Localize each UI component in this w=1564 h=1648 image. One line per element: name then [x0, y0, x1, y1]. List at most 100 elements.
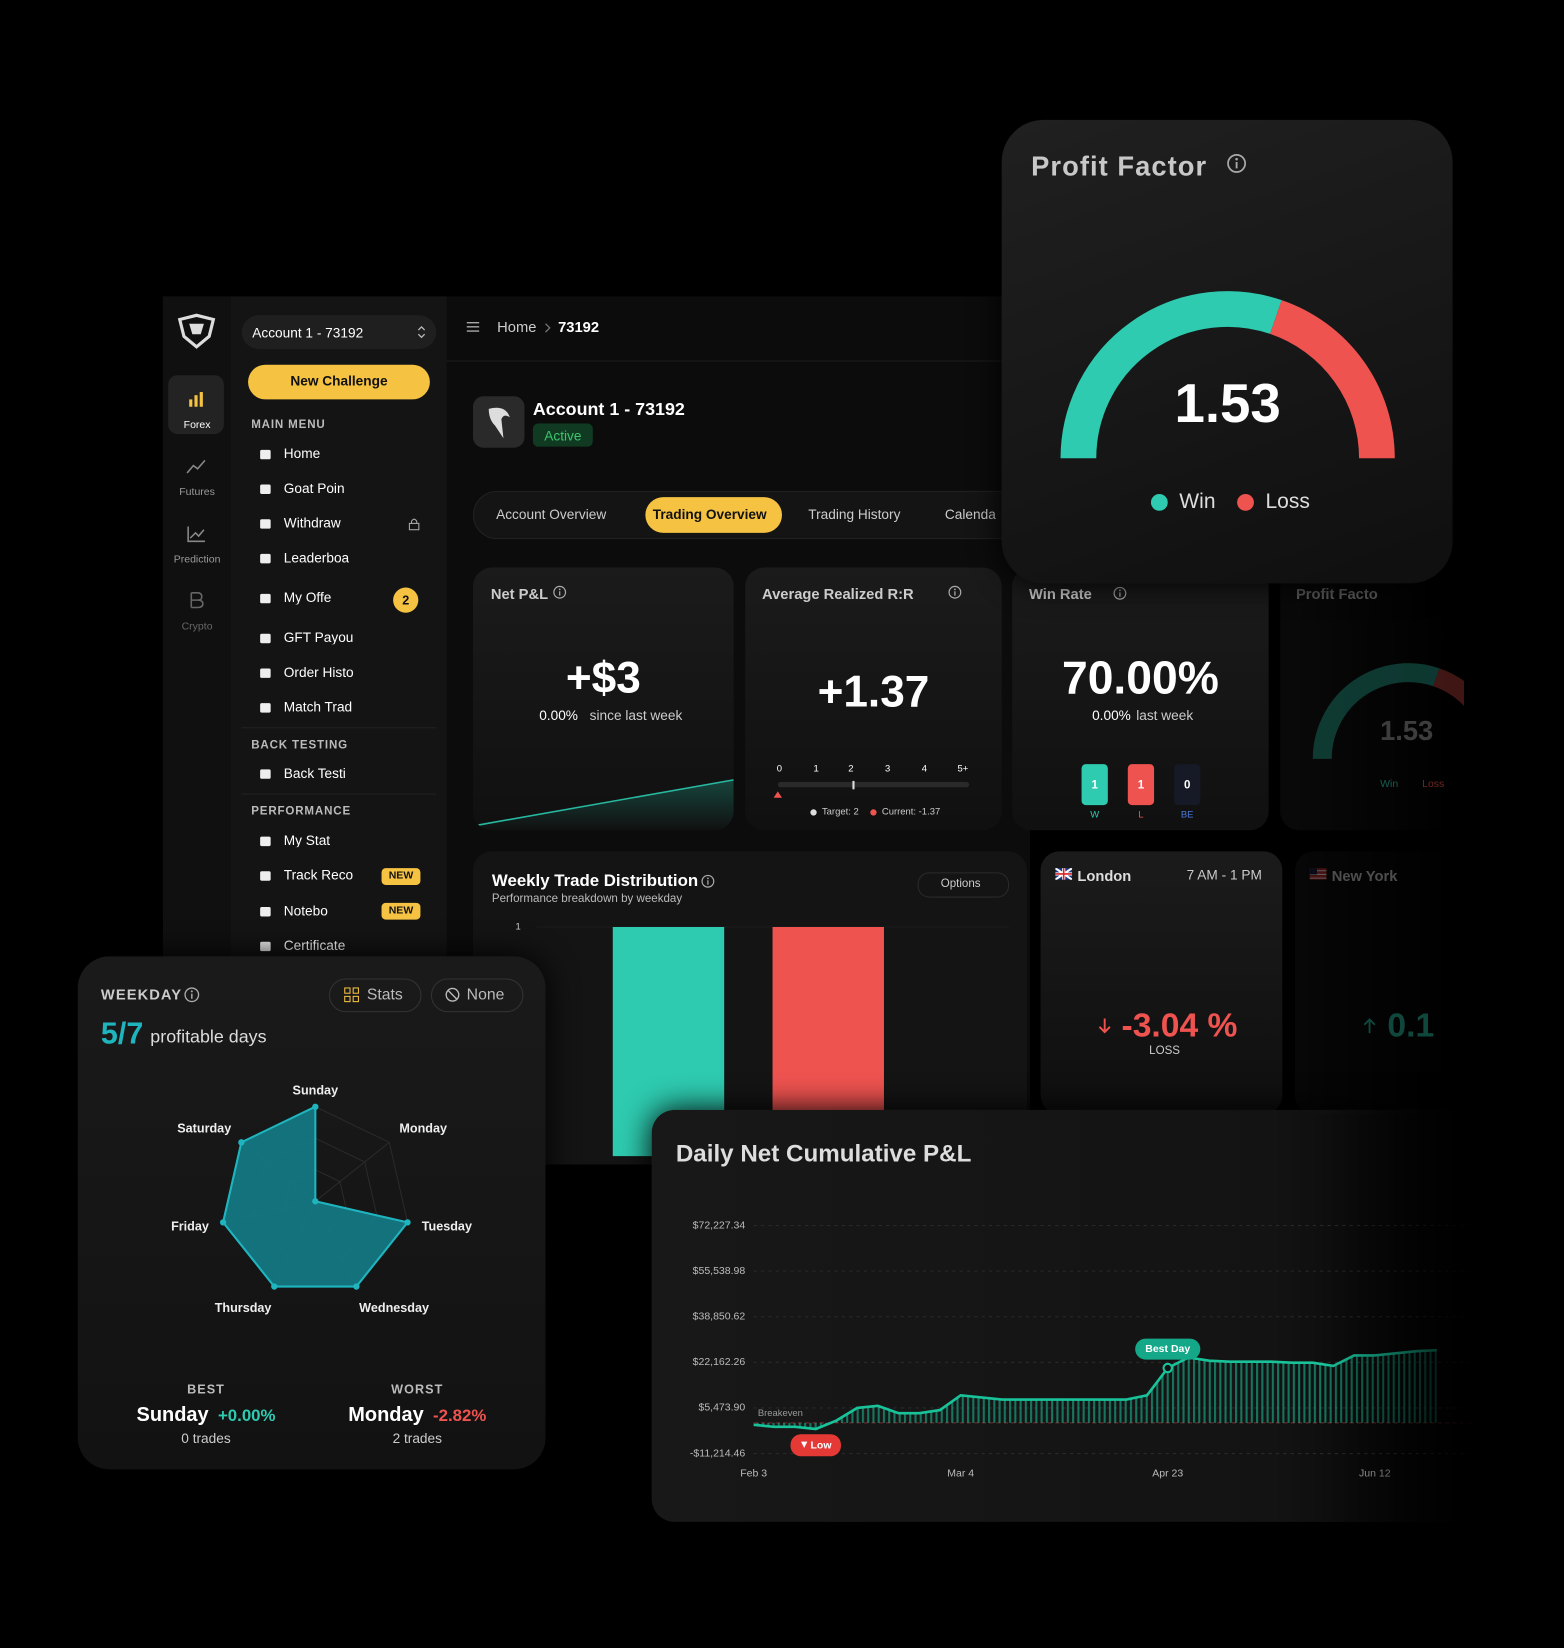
menu-item[interactable]: Notebo: [283, 903, 328, 918]
radar-label: Monday: [399, 1122, 447, 1136]
rr-target: [852, 780, 855, 790]
change: 0.00%: [1092, 707, 1131, 724]
pnl-chart: $72,227.34 $55,538.98 $38,850.62 $22,162.26…: [690, 1219, 1483, 1479]
legend-label: Loss: [1266, 490, 1310, 513]
menu-item[interactable]: Certificate: [283, 938, 346, 953]
menu-item[interactable]: My Stat: [283, 833, 331, 848]
tab[interactable]: Account Overview: [496, 506, 607, 523]
rail-label[interactable]: Crypto: [181, 621, 213, 633]
badge: [381, 902, 421, 920]
breakeven-label: Breakeven: [758, 1408, 803, 1419]
net-pnl-card: Net P&L +$3 0.00% since last week: [472, 567, 734, 831]
legend-label: Win: [1179, 490, 1215, 513]
card-subtitle: Performance breakdown by weekday: [491, 892, 683, 905]
small-gauge: [1312, 663, 1465, 760]
menu-item[interactable]: Withdraw: [283, 516, 341, 530]
divider: [241, 727, 437, 729]
x-tick-label: Apr 23: [1152, 1467, 1183, 1479]
badge: [393, 587, 419, 613]
y-tick-label: $22,162.26: [693, 1356, 746, 1368]
radar-chart: Sunday Monday Tuesday Wednesday Thursday Frid…: [171, 1083, 472, 1315]
breadcrumb[interactable]: Home: [497, 318, 537, 336]
card-title: Net P&L: [490, 585, 549, 603]
info-icon[interactable]: [553, 585, 567, 599]
card-title: Profit Facto: [1295, 585, 1378, 603]
count: 1: [1137, 778, 1145, 792]
card-title: Win Rate: [1029, 585, 1092, 603]
badge-label: NEW: [388, 904, 414, 917]
rail-icon: [187, 526, 205, 543]
menu-item[interactable]: Leaderboa: [283, 550, 350, 565]
info-glyph: [553, 585, 567, 599]
menu-item[interactable]: Home: [283, 446, 321, 461]
count-label: BE: [1180, 809, 1194, 820]
session-card: London 7 AM - 1 PM -3.04 % LOSS: [1040, 851, 1283, 1115]
options-button[interactable]: [917, 872, 1010, 898]
legend-label: Target: 2: [821, 806, 859, 817]
info-glyph: [184, 987, 200, 1003]
button-label: None: [466, 985, 505, 1004]
rail-icon: [190, 591, 204, 609]
account-select[interactable]: [241, 315, 437, 349]
scale-label: 3: [885, 763, 891, 774]
worst-row: Monday -2.82%: [312, 1405, 522, 1425]
net-pnl-value: +$3: [565, 652, 641, 703]
menu-item[interactable]: GFT Payou: [283, 630, 354, 645]
best-label: BEST: [187, 1382, 225, 1397]
rr-current-marker: [773, 791, 783, 798]
tab[interactable]: Trading History: [808, 506, 901, 523]
options-label: Options: [940, 877, 981, 891]
legend-dot: [810, 809, 817, 816]
session-card: New York 0.1: [1294, 851, 1464, 1115]
up-arrow: [1363, 1018, 1376, 1034]
radar-point: [404, 1219, 411, 1226]
menu-item[interactable]: Goat Poin: [283, 481, 345, 496]
menu-icon: [260, 668, 271, 678]
low-label: Low: [810, 1440, 832, 1452]
count-label: L: [1138, 809, 1144, 820]
radar-label: Sunday: [293, 1083, 339, 1097]
breadcrumb: 73192: [558, 318, 600, 336]
worst-trades: 2 trades: [392, 1430, 442, 1447]
info-glyph: [1113, 586, 1127, 600]
none-button[interactable]: [430, 978, 524, 1013]
card-title: Weekly Trade Distribution: [491, 872, 699, 891]
area: [753, 1350, 1437, 1429]
sparkline: [478, 779, 734, 831]
menu-icon: [260, 836, 271, 847]
info-glyph: [701, 874, 715, 888]
info-icon[interactable]: [1113, 586, 1127, 600]
rail-label[interactable]: Prediction: [173, 553, 221, 566]
session-value: 0.1: [1387, 1005, 1435, 1044]
info-icon[interactable]: [1227, 153, 1247, 173]
session-result: LOSS: [1149, 1044, 1181, 1058]
tab[interactable]: Calenda: [944, 506, 996, 523]
tab-active[interactable]: [645, 497, 783, 533]
session-name: London: [1077, 867, 1132, 884]
rail-label[interactable]: Forex: [183, 419, 211, 431]
best-day-label: Best Day: [1145, 1343, 1190, 1355]
menu-item[interactable]: My Offe: [283, 590, 332, 605]
menu-item[interactable]: Match Trad: [283, 699, 353, 714]
stats-button[interactable]: [328, 978, 422, 1013]
legend-dot: [1150, 493, 1168, 511]
menu-item[interactable]: Order Histo: [283, 665, 354, 679]
menu-items: MAIN MENU Home Goat Poin Withdraw Leaderboa M…: [231, 296, 446, 1164]
y-tick-label: $38,850.62: [693, 1310, 746, 1322]
badge: [381, 868, 421, 885]
divider: [241, 793, 437, 795]
rail-label[interactable]: Futures: [179, 486, 215, 499]
gauge-value: 1.53: [1174, 373, 1280, 434]
radar-point: [312, 1103, 319, 1110]
menu-toggle[interactable]: [466, 321, 480, 333]
menu-item[interactable]: Back Testi: [283, 766, 346, 780]
info-icon[interactable]: [701, 874, 715, 888]
grid-icon: [344, 987, 359, 1003]
menu-item[interactable]: Track Reco: [283, 868, 354, 882]
info-icon[interactable]: [184, 987, 200, 1003]
count-label: W: [1090, 809, 1100, 820]
low-pill: [790, 1434, 841, 1457]
info-icon[interactable]: [948, 585, 962, 599]
tab[interactable]: Trading Overview: [652, 506, 767, 523]
new-challenge-button[interactable]: [248, 364, 430, 400]
